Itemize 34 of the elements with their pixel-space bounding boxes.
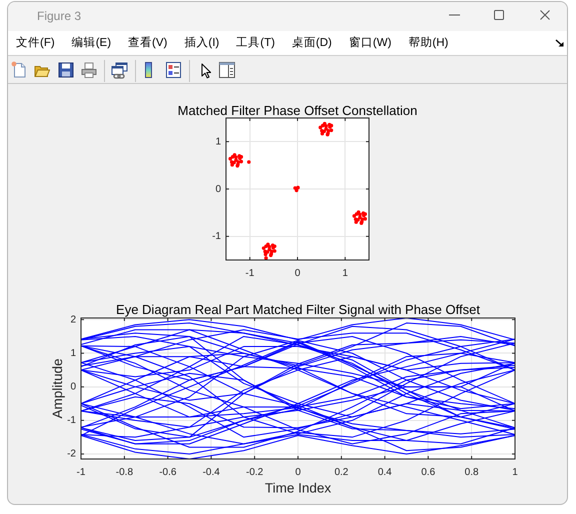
y-axis-title: Amplitude (50, 358, 65, 419)
x-tick-label: -0.2 (246, 466, 264, 478)
text: 文件(F) (16, 36, 55, 51)
x-tick-label: 0.2 (334, 466, 349, 478)
chart-title: Eye Diagram Real Part Matched Filter Signal with Phase Offset (116, 302, 480, 317)
x-tick-label: 0.8 (464, 466, 479, 478)
x-tick-label: -1 (245, 268, 255, 279)
y-tick-label: -1 (67, 415, 76, 426)
x-tick-label: -0.8 (116, 466, 134, 478)
x-tick-label: 1 (512, 466, 518, 478)
chart-title: Matched Filter Phase Offset Constellation (178, 102, 418, 118)
text: 查看(V) (128, 36, 168, 51)
x-axis-title: Time Index (264, 480, 332, 496)
y-tick-label: 2 (70, 314, 76, 326)
text: 帮助(H) (408, 36, 448, 51)
y-tick-label: 1 (215, 136, 222, 148)
y-tick-label: -2 (67, 448, 76, 460)
y-tick-label: 0 (215, 184, 222, 195)
y-tick-label: -1 (212, 231, 222, 242)
text: 工具(T) (236, 36, 275, 51)
x-tick-label: -0.6 (159, 466, 177, 478)
text: 插入(I) (184, 36, 220, 51)
x-tick-label: 0 (295, 466, 302, 478)
y-tick-label: 0 (70, 382, 76, 393)
x-tick-label: 0.4 (378, 466, 392, 478)
text: Figure 3 (37, 8, 82, 24)
text: 编辑(E) (72, 36, 112, 51)
y-tick-label: 1 (70, 348, 76, 359)
text: 桌面(D) (292, 36, 332, 51)
x-tick-label: 1 (342, 268, 348, 279)
x-tick-label: -0.4 (202, 466, 220, 478)
x-tick-label: 0.6 (421, 466, 436, 478)
text: 窗口(W) (348, 35, 392, 51)
x-tick-label: 0 (294, 268, 301, 279)
